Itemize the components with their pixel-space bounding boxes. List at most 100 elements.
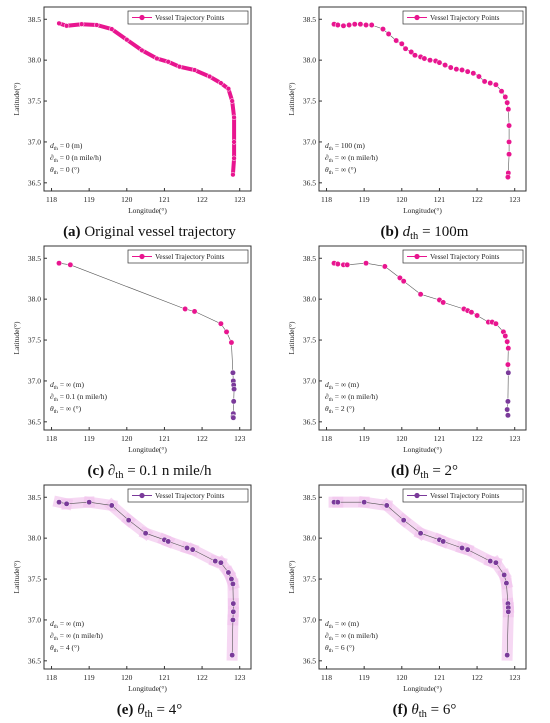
x-axis-label: Longitude(°) bbox=[128, 445, 167, 454]
legend-label: Vessel Trajectory Points bbox=[155, 253, 225, 261]
panel-caption: (a) Original vessel trajectory bbox=[63, 224, 236, 240]
x-axis-label: Longitude(°) bbox=[403, 445, 442, 454]
x-tick-label: 122 bbox=[196, 195, 208, 204]
trajectory-point bbox=[213, 558, 218, 563]
y-tick-label: 38.0 bbox=[28, 56, 41, 65]
y-axis-label: Latitude(°) bbox=[287, 321, 296, 354]
x-tick-label: 122 bbox=[196, 434, 208, 443]
trajectory-point bbox=[335, 22, 340, 27]
y-tick-label: 38.5 bbox=[28, 254, 41, 263]
trajectory-point bbox=[94, 23, 99, 28]
x-axis-label: Longitude(°) bbox=[403, 684, 442, 693]
trajectory-point bbox=[401, 278, 406, 283]
x-tick-label: 119 bbox=[84, 673, 95, 682]
x-tick-label: 120 bbox=[396, 434, 408, 443]
trajectory-point bbox=[218, 321, 223, 326]
trajectory-point bbox=[403, 46, 408, 51]
y-tick-label: 36.5 bbox=[28, 417, 41, 426]
trajectory-point bbox=[369, 22, 374, 27]
plot-frame bbox=[44, 246, 251, 430]
trajectory-point bbox=[232, 140, 237, 145]
trajectory-point bbox=[166, 59, 171, 64]
trajectory-point bbox=[230, 617, 235, 622]
trajectory-point bbox=[382, 264, 387, 269]
trajectory-point bbox=[384, 503, 389, 508]
trajectory-point bbox=[341, 23, 346, 28]
trajectory-point bbox=[504, 652, 509, 657]
trajectory-point bbox=[231, 415, 236, 420]
trajectory-point bbox=[504, 100, 509, 105]
trajectory-point bbox=[207, 74, 212, 79]
trajectory-point bbox=[422, 56, 427, 61]
trajectory-point bbox=[506, 123, 511, 128]
trajectory-point bbox=[504, 339, 509, 344]
trajectory-point bbox=[493, 560, 498, 565]
trajectory-point bbox=[442, 62, 447, 67]
trajectory-point bbox=[229, 652, 234, 657]
trajectory-point bbox=[124, 37, 129, 42]
trajectory-point bbox=[504, 407, 509, 412]
trajectory-point bbox=[506, 346, 511, 351]
x-tick-label: 121 bbox=[159, 195, 171, 204]
panel-caption: (b) dth = 100m bbox=[381, 224, 469, 242]
x-tick-label: 123 bbox=[509, 673, 521, 682]
trajectory-point bbox=[86, 499, 91, 504]
trajectory-point bbox=[192, 309, 197, 314]
y-tick-label: 36.5 bbox=[303, 178, 316, 187]
y-axis-label: Latitude(°) bbox=[12, 321, 21, 354]
y-tick-label: 38.0 bbox=[303, 534, 316, 543]
trajectory-point bbox=[488, 80, 493, 85]
x-tick-label: 121 bbox=[434, 673, 446, 682]
trajectory-point bbox=[482, 79, 487, 84]
y-tick-label: 37.5 bbox=[28, 575, 41, 584]
caption-prefix: (b) bbox=[381, 224, 403, 240]
x-tick-label: 119 bbox=[359, 673, 370, 682]
trajectory-point bbox=[345, 262, 350, 267]
trajectory-point bbox=[226, 570, 231, 575]
trajectory-point bbox=[418, 292, 423, 297]
trajectory-point bbox=[56, 260, 61, 265]
y-tick-label: 38.0 bbox=[303, 56, 316, 65]
trajectory-point bbox=[190, 547, 195, 552]
trajectory-point bbox=[503, 333, 508, 338]
y-tick-label: 38.5 bbox=[28, 493, 41, 502]
trajectory-point bbox=[505, 399, 510, 404]
trajectory-point bbox=[399, 41, 404, 46]
y-tick-label: 37.5 bbox=[303, 336, 316, 345]
trajectory-point bbox=[230, 370, 235, 375]
caption-prefix: (d) bbox=[391, 463, 413, 479]
y-axis-label: Latitude(°) bbox=[287, 560, 296, 593]
x-axis-label: Longitude(°) bbox=[403, 206, 442, 215]
y-tick-label: 36.5 bbox=[303, 417, 316, 426]
panel-caption: (f) θth = 6° bbox=[393, 702, 457, 718]
plot-frame bbox=[319, 7, 526, 191]
y-tick-label: 37.5 bbox=[28, 97, 41, 106]
y-tick-label: 37.0 bbox=[303, 376, 316, 385]
trajectory-point bbox=[229, 340, 234, 345]
y-tick-label: 37.5 bbox=[28, 336, 41, 345]
x-tick-label: 123 bbox=[234, 673, 246, 682]
trajectory-point bbox=[380, 26, 385, 31]
x-tick-label: 121 bbox=[434, 434, 446, 443]
trajectory-point bbox=[506, 107, 511, 112]
x-tick-label: 122 bbox=[471, 673, 483, 682]
trajectory-point bbox=[499, 89, 504, 94]
trajectory-point bbox=[232, 156, 237, 161]
legend-marker bbox=[139, 254, 144, 259]
trajectory-point bbox=[218, 81, 223, 86]
trajectory-point bbox=[224, 329, 229, 334]
trajectory-point bbox=[361, 499, 366, 504]
y-tick-label: 37.0 bbox=[303, 137, 316, 146]
x-tick-label: 123 bbox=[234, 195, 246, 204]
trajectory-point bbox=[503, 94, 508, 99]
trajectory-point bbox=[437, 60, 442, 65]
trajectory-point bbox=[454, 66, 459, 71]
trajectory-point bbox=[418, 531, 423, 536]
x-tick-label: 118 bbox=[321, 195, 332, 204]
x-tick-label: 120 bbox=[396, 673, 408, 682]
legend-marker bbox=[414, 15, 419, 20]
